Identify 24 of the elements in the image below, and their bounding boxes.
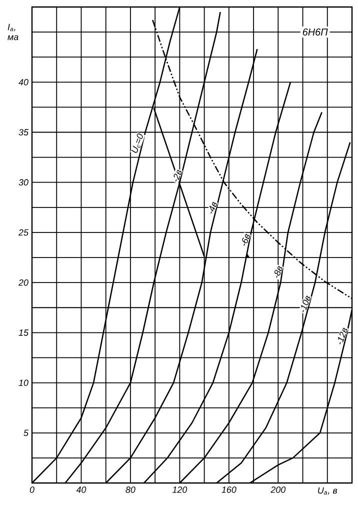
y-tick-label: 25: [18, 229, 29, 236]
y-axis-title: I$_{а}$, ма: [8, 24, 18, 40]
x-tick-label: 160: [222, 486, 236, 493]
text: -12в: [338, 328, 348, 344]
x-axis-title: U$_{а}$, в: [318, 487, 338, 495]
y-tick-label: 30: [18, 179, 28, 186]
text: U$_{с}$=0: [131, 133, 143, 153]
x-tick-label: 80: [126, 486, 136, 493]
text: -2в: [174, 170, 182, 182]
text: -8в: [274, 266, 282, 278]
y-tick-label: 35: [18, 129, 29, 136]
x-tick-label: 0: [30, 486, 34, 493]
y-tick-label: 15: [18, 330, 29, 336]
x-tick-label: 200: [270, 486, 286, 493]
y-tick-label: 20: [18, 279, 28, 286]
text: -6в: [242, 234, 250, 246]
text: -10в: [301, 296, 310, 312]
x-tick-label: 40: [76, 486, 86, 493]
text: 6Н6П: [302, 28, 328, 36]
y-tick-label: 10: [18, 380, 28, 386]
y-tick-label: 40: [18, 78, 28, 86]
text: -4в: [209, 202, 217, 214]
y-tick-label: 5: [24, 430, 29, 436]
x-tick-label: 120: [172, 486, 188, 493]
